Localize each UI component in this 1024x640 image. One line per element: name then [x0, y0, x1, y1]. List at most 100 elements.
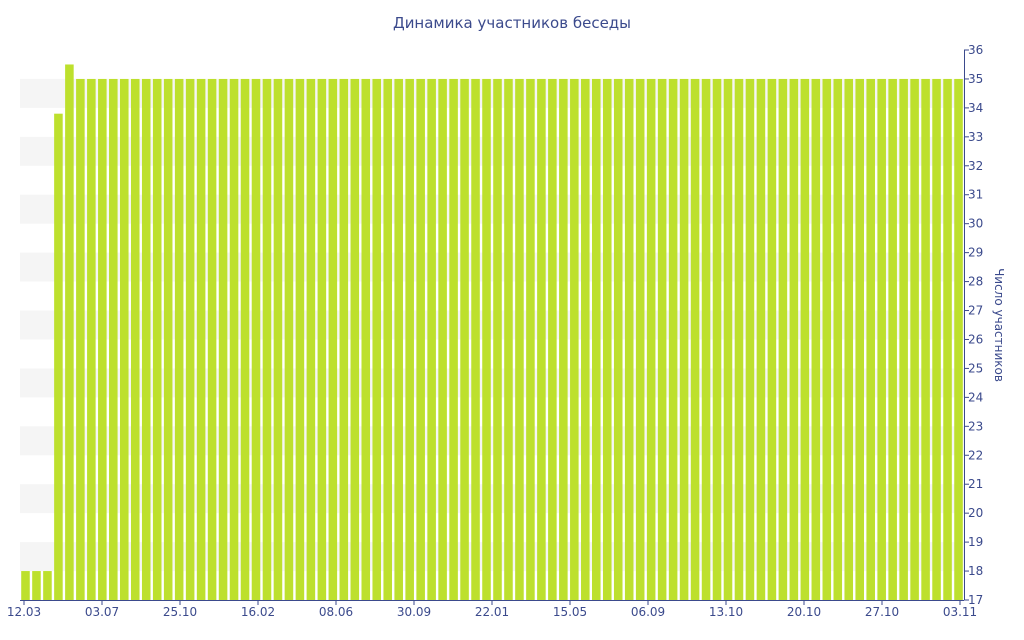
band: [20, 426, 964, 456]
bar: [449, 78, 458, 600]
bar: [240, 78, 250, 600]
y-tick-label: 34: [968, 101, 983, 115]
chart-title: Динамика участников беседы: [393, 14, 631, 32]
x-tick-label: 08.06: [319, 605, 353, 619]
bar: [251, 78, 261, 600]
bar: [350, 78, 360, 600]
bar: [427, 78, 436, 600]
bar: [723, 78, 733, 600]
bar: [98, 78, 107, 600]
x-tick-label: 06.09: [631, 605, 665, 619]
y-tick-label: 27: [968, 304, 983, 318]
bar: [504, 78, 513, 600]
bar: [921, 78, 930, 600]
bar: [668, 78, 678, 600]
bar: [383, 78, 393, 600]
bar: [833, 78, 843, 600]
y-tick-label: 18: [968, 564, 983, 578]
bar: [87, 78, 96, 600]
y-tick-label: 30: [968, 217, 983, 231]
x-tick-label: 12.03: [7, 605, 41, 619]
x-axis: 12.03 03.07 25.10 16.02 08.06 30.09 22.01 15.05…: [7, 600, 977, 619]
bar: [262, 78, 272, 600]
bar: [844, 78, 854, 600]
x-tick-label: 22.01: [475, 605, 509, 619]
background-bands: [20, 78, 964, 572]
bar: [109, 78, 118, 600]
y-tick-label: 22: [968, 448, 983, 462]
bar: [284, 78, 294, 600]
bar: [624, 78, 634, 600]
bar: [800, 78, 810, 600]
y-tick-label: 23: [968, 419, 983, 433]
x-tick-label: 03.07: [85, 605, 119, 619]
bar: [196, 78, 206, 600]
bar: [778, 78, 788, 600]
bar: [130, 78, 140, 600]
bar: [855, 78, 865, 600]
x-tick-label: 15.05: [553, 605, 587, 619]
band: [20, 484, 964, 514]
bar: [76, 78, 85, 600]
bar: [482, 78, 491, 600]
bar: [767, 78, 777, 600]
x-tick-label: 03.11: [943, 605, 977, 619]
bar: [526, 78, 535, 600]
bar: [932, 78, 941, 600]
y-tick-label: 17: [968, 593, 983, 607]
bar: [646, 78, 656, 600]
bar: [339, 78, 349, 600]
bar: [21, 571, 30, 600]
y-tick-label: 26: [968, 332, 983, 346]
bar: [899, 78, 908, 600]
bar: [185, 78, 195, 600]
bar: [613, 78, 623, 600]
y-tick-label: 24: [968, 390, 983, 404]
bar: [602, 78, 612, 600]
band: [20, 252, 964, 282]
band: [20, 310, 964, 340]
bar: [877, 78, 886, 600]
bar: [460, 78, 469, 600]
bar: [141, 78, 151, 600]
bar: [32, 571, 41, 600]
bar: [471, 78, 480, 600]
bar: [591, 78, 601, 600]
bar: [328, 78, 338, 600]
x-tick-label: 20.10: [787, 605, 821, 619]
bar: [559, 78, 568, 600]
bar: [119, 78, 129, 600]
bar: [581, 78, 590, 600]
y-tick-label: 33: [968, 130, 983, 144]
bar: [745, 78, 755, 600]
bar: [943, 78, 952, 600]
bar: [207, 78, 217, 600]
bar: [888, 78, 897, 600]
bar: [954, 78, 963, 600]
y-tick-label: 32: [968, 159, 983, 173]
bar: [493, 78, 502, 600]
band: [20, 194, 964, 224]
bar: [65, 64, 74, 600]
bar: [811, 78, 821, 600]
x-tick-label: 30.09: [397, 605, 431, 619]
band: [20, 368, 964, 398]
bar: [866, 78, 875, 600]
y-tick-label: 19: [968, 535, 983, 549]
bar: [537, 78, 546, 600]
bar: [405, 78, 414, 600]
y-tick-label: 29: [968, 246, 983, 260]
bar: [515, 78, 524, 600]
bar: [163, 78, 173, 600]
y-tick-label: 28: [968, 275, 983, 289]
x-tick-label: 13.10: [709, 605, 743, 619]
bar: [756, 78, 766, 600]
y-tick-label: 36: [968, 43, 983, 57]
y-tick-label: 35: [968, 72, 983, 86]
x-tick-label: 27.10: [865, 605, 899, 619]
bars: [21, 64, 963, 601]
bar: [229, 78, 239, 600]
band: [20, 136, 964, 166]
bar: [372, 78, 382, 600]
